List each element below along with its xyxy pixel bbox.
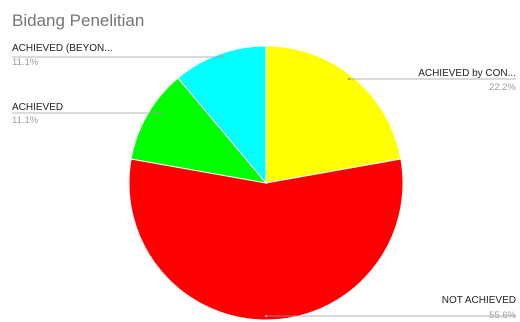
pie-slice-achieved-beyon (177, 45, 267, 185)
slice-label-achieved: ACHIEVED (12, 102, 63, 113)
leader-line-achieved-by-con-dot (347, 77, 351, 81)
slice-label-achieved-by-con: ACHIEVED by CON... (418, 68, 516, 79)
pie-slice-achieved (130, 77, 268, 184)
slice-percent-achieved-by-con: 22.2% (489, 82, 516, 93)
slice-percent-not-achieved: 55.6% (489, 310, 516, 321)
slice-label-not-achieved: NOT ACHIEVED (442, 295, 516, 306)
slice-label-achieved-beyon: ACHIEVED (BEYON... (12, 43, 113, 54)
leader-line-achieved-beyon-dot (220, 55, 224, 59)
pie-slice-achieved-by-con (265, 45, 402, 184)
leader-lines (12, 55, 516, 318)
pie-slice-not-achieved (128, 158, 404, 321)
leader-line-achieved-dot (158, 111, 162, 115)
slice-percent-achieved: 11.1% (12, 115, 39, 126)
pie-slices (128, 45, 404, 321)
slice-percent-achieved-beyon: 11.1% (12, 57, 39, 68)
leader-line-not-achieved-dot (264, 314, 268, 318)
chart-title: Bidang Penelitian (12, 11, 144, 30)
